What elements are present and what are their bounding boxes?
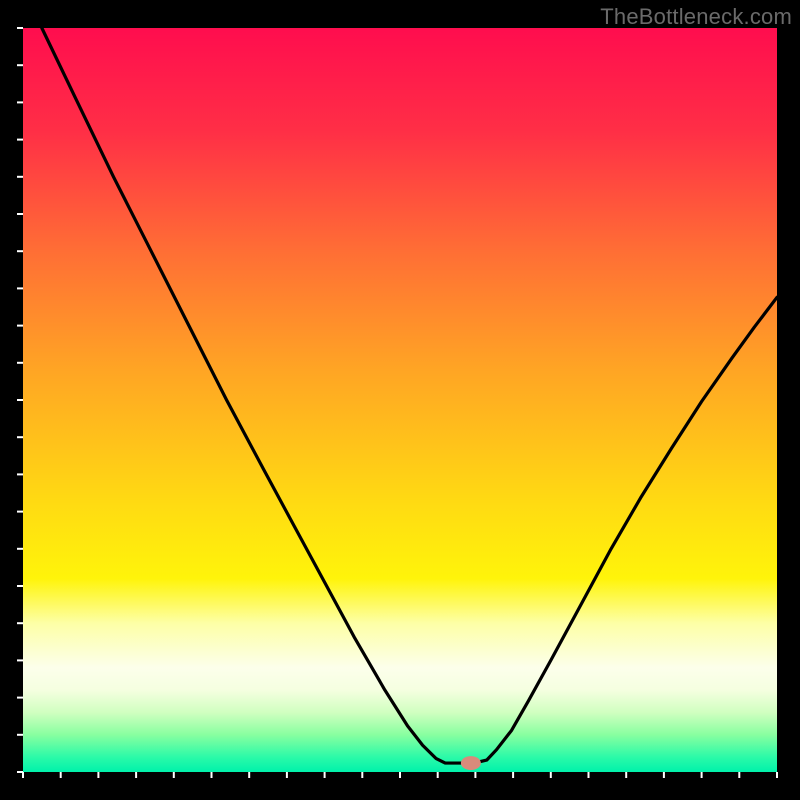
optimal-marker	[461, 756, 481, 770]
bottleneck-chart	[0, 0, 800, 800]
chart-container: TheBottleneck.com	[0, 0, 800, 800]
watermark-text: TheBottleneck.com	[600, 4, 792, 30]
plot-background	[23, 28, 777, 772]
